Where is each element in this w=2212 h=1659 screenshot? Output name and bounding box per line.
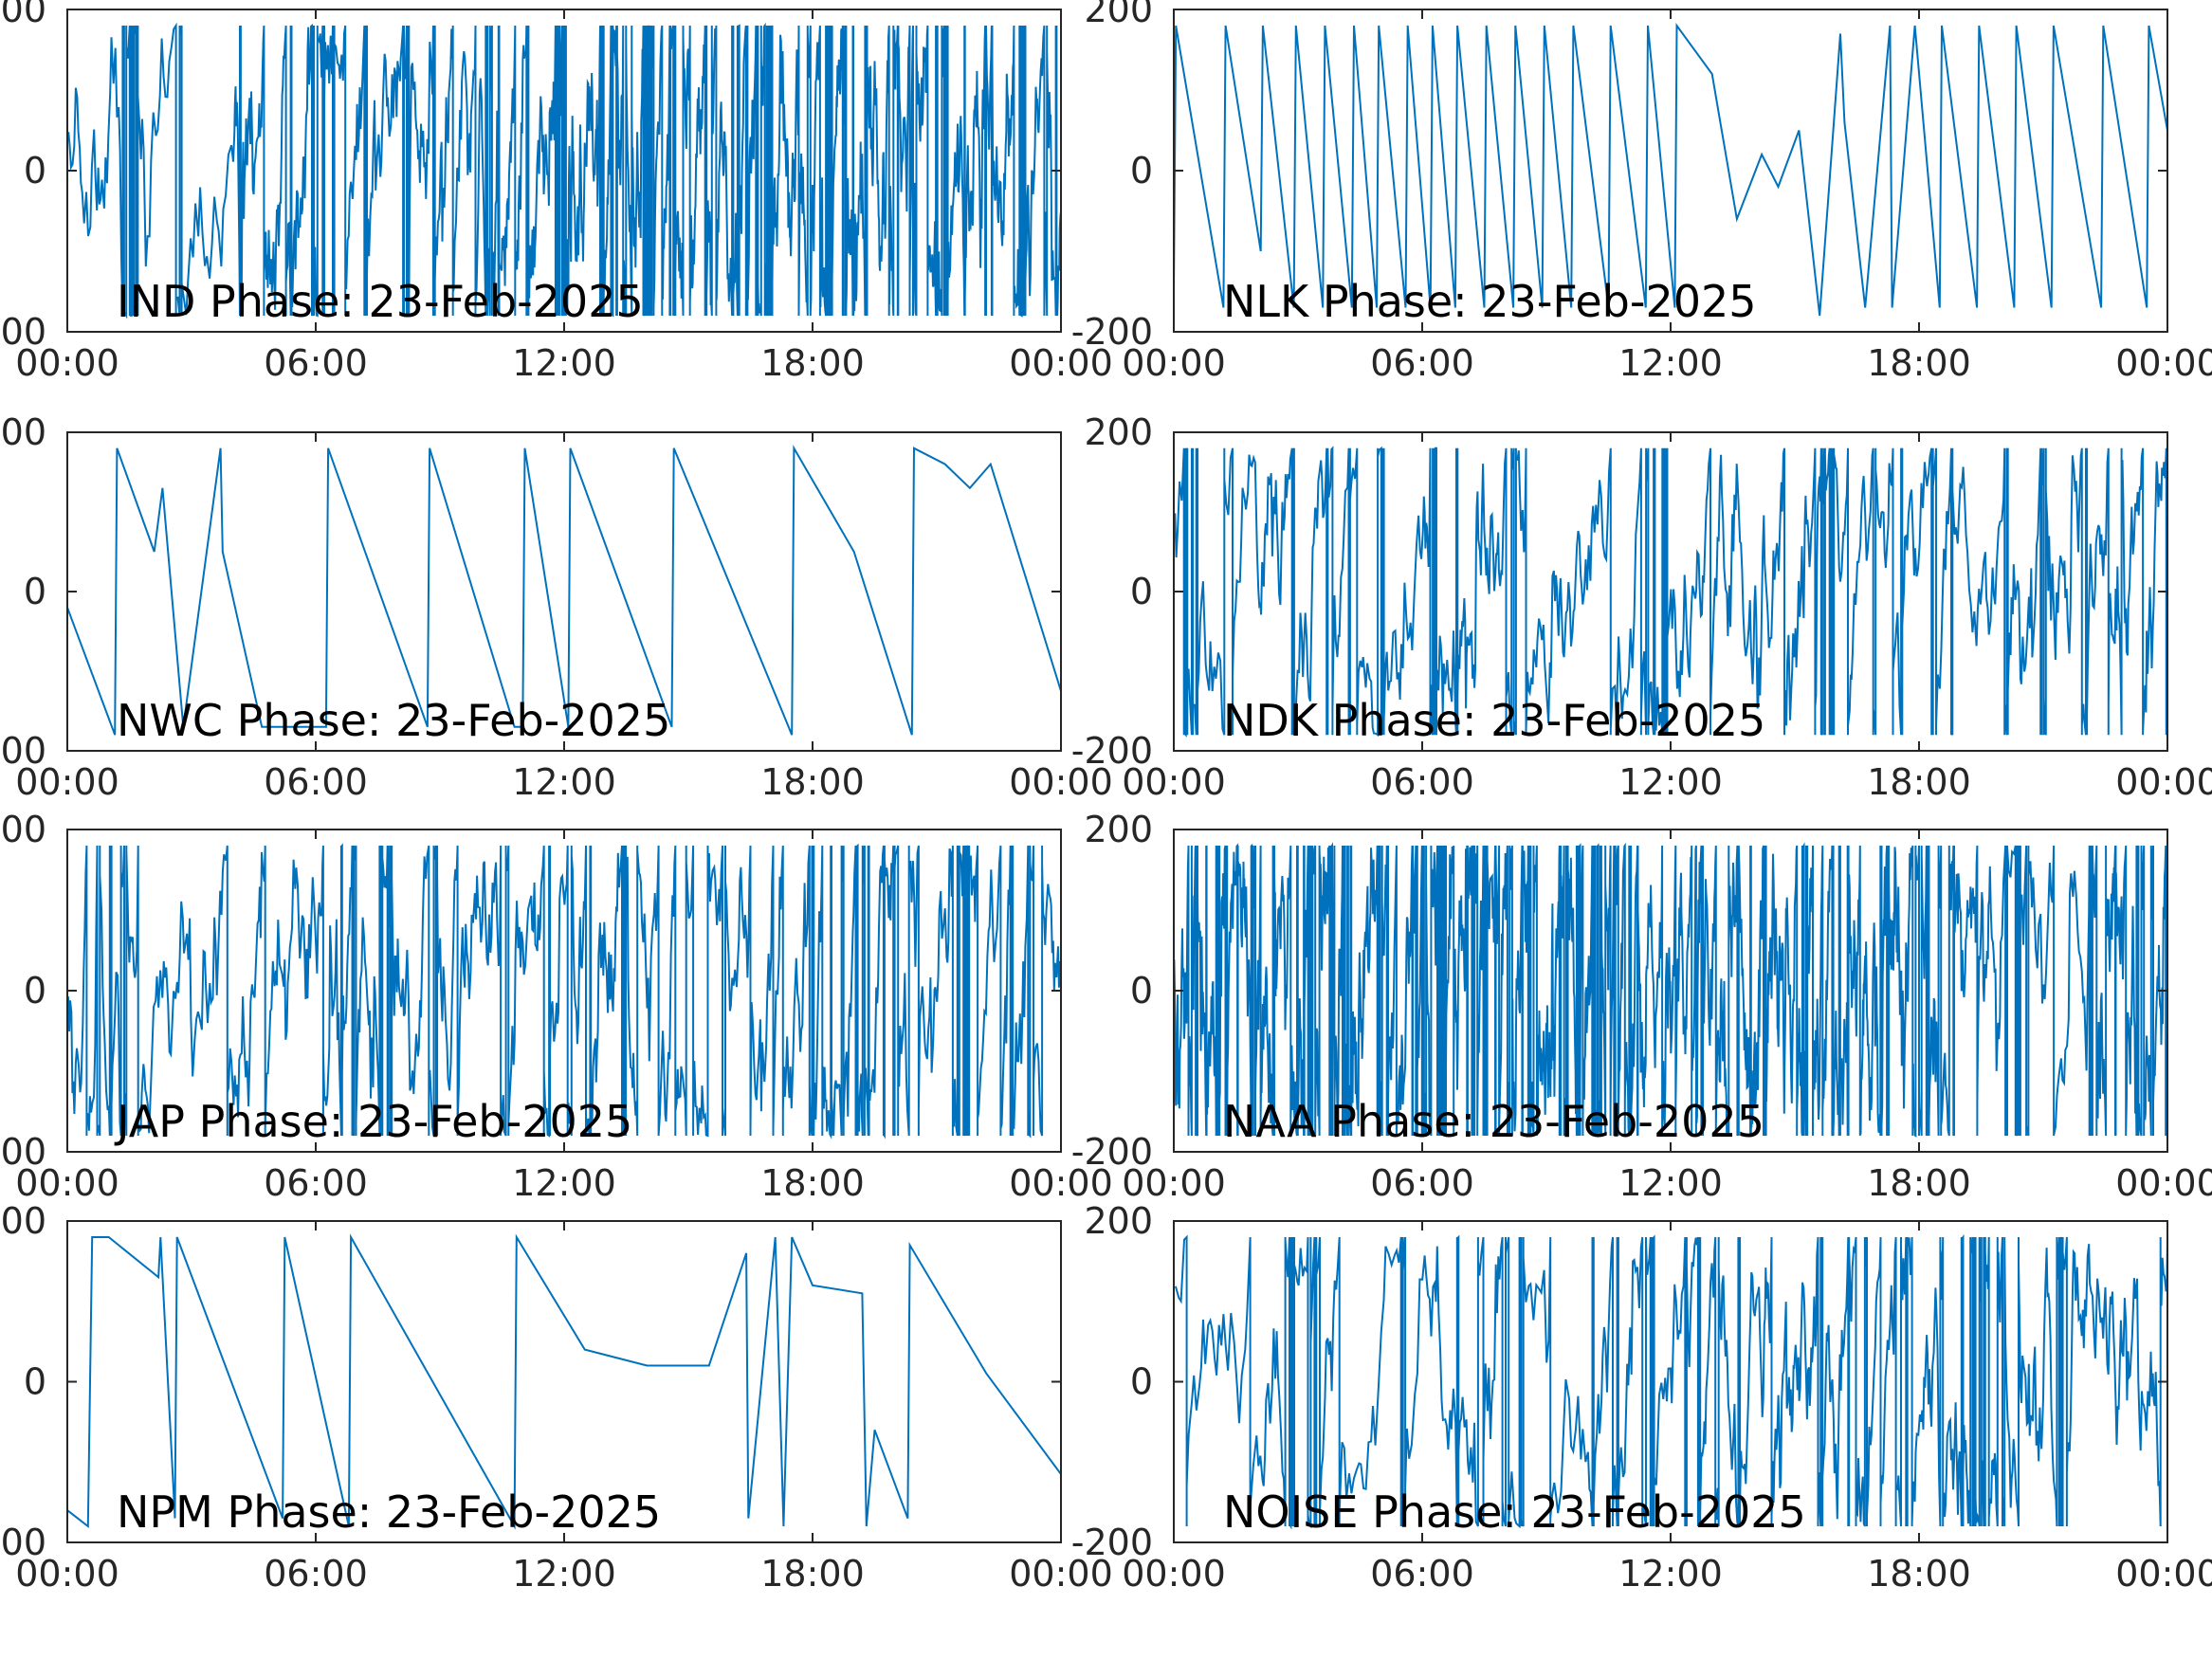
panel-title: NPM Phase: 23-Feb-2025 bbox=[117, 1486, 661, 1538]
x-tick-label: 06:00 bbox=[1370, 1553, 1474, 1595]
x-tick-label: 18:00 bbox=[760, 1553, 865, 1595]
x-tick-label: 12:00 bbox=[1618, 342, 1723, 384]
series-line-naa bbox=[1174, 842, 2167, 1138]
series-line-jap bbox=[67, 843, 1061, 1139]
x-tick-label: 12:00 bbox=[512, 761, 616, 803]
x-tick-label: 00:00 bbox=[2115, 1553, 2212, 1595]
y-tick-label: 0 bbox=[1130, 571, 1153, 612]
y-tick-label: 200 bbox=[0, 411, 46, 453]
y-tick-label: -200 bbox=[0, 1131, 46, 1173]
x-tick-label: 00:00 bbox=[1009, 1553, 1113, 1595]
x-tick-label: 06:00 bbox=[264, 342, 368, 384]
x-tick-label: 00:00 bbox=[1122, 1553, 1226, 1595]
x-tick-label: 12:00 bbox=[512, 1553, 616, 1595]
x-tick-label: 00:00 bbox=[2115, 1162, 2212, 1204]
y-tick-label: -200 bbox=[0, 730, 46, 772]
panel-title: JAP Phase: 23-Feb-2025 bbox=[114, 1096, 632, 1147]
y-tick-label: 200 bbox=[1084, 411, 1153, 453]
y-tick-label: -200 bbox=[0, 311, 46, 353]
series-line-nlk bbox=[1174, 22, 2167, 317]
y-tick-label: 200 bbox=[0, 0, 46, 30]
panel-title: NLK Phase: 23-Feb-2025 bbox=[1223, 276, 1757, 327]
panel-title: NAA Phase: 23-Feb-2025 bbox=[1223, 1096, 1764, 1147]
y-tick-label: 0 bbox=[1130, 150, 1153, 191]
y-tick-label: 200 bbox=[1084, 1200, 1153, 1242]
x-tick-label: 12:00 bbox=[1618, 761, 1723, 803]
x-tick-label: 18:00 bbox=[1867, 1162, 1971, 1204]
y-tick-label: 0 bbox=[24, 970, 46, 1012]
x-tick-label: 06:00 bbox=[264, 1162, 368, 1204]
x-tick-label: 12:00 bbox=[512, 1162, 616, 1204]
x-tick-label: 00:00 bbox=[15, 1162, 119, 1204]
x-tick-label: 06:00 bbox=[1370, 342, 1474, 384]
x-tick-label: 18:00 bbox=[1867, 1553, 1971, 1595]
series-line-ndk bbox=[1174, 446, 2167, 738]
panel-title: NDK Phase: 23-Feb-2025 bbox=[1223, 695, 1765, 746]
x-tick-label: 18:00 bbox=[760, 761, 865, 803]
series-line-ind bbox=[67, 22, 1061, 319]
x-tick-label: 00:00 bbox=[1122, 342, 1226, 384]
x-tick-label: 18:00 bbox=[760, 1162, 865, 1204]
x-tick-label: 12:00 bbox=[1618, 1553, 1723, 1595]
panel-title: NWC Phase: 23-Feb-2025 bbox=[117, 695, 670, 746]
y-tick-label: 200 bbox=[1084, 809, 1153, 850]
x-tick-label: 00:00 bbox=[2115, 761, 2212, 803]
x-tick-label: 00:00 bbox=[1009, 342, 1113, 384]
x-tick-label: 12:00 bbox=[512, 342, 616, 384]
y-tick-label: -200 bbox=[1071, 1131, 1153, 1173]
x-tick-label: 06:00 bbox=[1370, 1162, 1474, 1204]
x-tick-label: 18:00 bbox=[1867, 761, 1971, 803]
y-tick-label: 0 bbox=[1130, 970, 1153, 1012]
x-tick-label: 00:00 bbox=[15, 342, 119, 384]
x-tick-label: 00:00 bbox=[15, 761, 119, 803]
y-tick-label: 200 bbox=[0, 1200, 46, 1242]
x-tick-label: 00:00 bbox=[2115, 342, 2212, 384]
y-tick-label: -200 bbox=[1071, 1522, 1153, 1563]
x-tick-label: 00:00 bbox=[15, 1553, 119, 1595]
y-tick-label: 0 bbox=[24, 150, 46, 191]
y-tick-label: 0 bbox=[24, 571, 46, 612]
y-tick-label: -200 bbox=[0, 1522, 46, 1563]
y-tick-label: 200 bbox=[1084, 0, 1153, 30]
x-tick-label: 00:00 bbox=[1009, 761, 1113, 803]
x-tick-label: 00:00 bbox=[1122, 1162, 1226, 1204]
x-tick-label: 18:00 bbox=[760, 342, 865, 384]
x-tick-label: 06:00 bbox=[264, 1553, 368, 1595]
y-tick-label: 0 bbox=[24, 1361, 46, 1403]
y-tick-label: 0 bbox=[1130, 1361, 1153, 1403]
x-tick-label: 12:00 bbox=[1618, 1162, 1723, 1204]
series-line-nwc bbox=[67, 445, 1061, 736]
series-line-noise bbox=[1174, 1233, 2167, 1530]
y-tick-label: -200 bbox=[1071, 730, 1153, 772]
x-tick-label: 18:00 bbox=[1867, 342, 1971, 384]
y-tick-label: 200 bbox=[0, 809, 46, 850]
series-line-npm bbox=[67, 1233, 1061, 1530]
panel-title: IND Phase: 23-Feb-2025 bbox=[117, 276, 644, 327]
x-tick-label: 00:00 bbox=[1009, 1162, 1113, 1204]
x-tick-label: 06:00 bbox=[264, 761, 368, 803]
x-tick-label: 00:00 bbox=[1122, 761, 1226, 803]
x-tick-label: 06:00 bbox=[1370, 761, 1474, 803]
panel-title: NOISE Phase: 23-Feb-2025 bbox=[1223, 1486, 1806, 1538]
y-tick-label: -200 bbox=[1071, 311, 1153, 353]
